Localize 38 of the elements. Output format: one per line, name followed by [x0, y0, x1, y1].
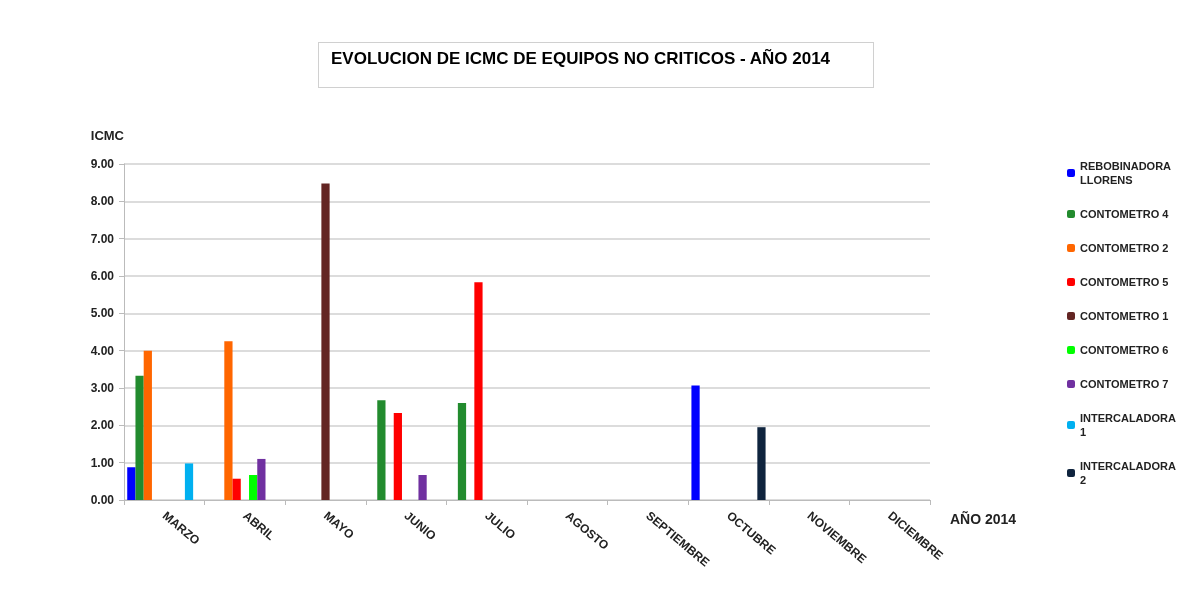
legend-label: INTERCALADORA 2: [1080, 460, 1179, 486]
y-tick-label: 4.00: [90, 343, 115, 358]
bar: [249, 474, 258, 500]
bar: [691, 385, 700, 500]
y-tick-label: 7.00: [90, 231, 115, 246]
y-tick-label: 6.00: [90, 269, 115, 283]
bar: [135, 375, 144, 500]
y-tick-label: 9.00: [90, 157, 115, 171]
y-tick-label: 2.00: [90, 418, 115, 433]
y-tick-label: 1.00: [90, 455, 115, 470]
bar: [184, 463, 194, 500]
bar: [127, 467, 136, 500]
legend-label: REBOBINADORA LLORENS: [1080, 160, 1174, 186]
y-tick-label: 3.00: [90, 381, 115, 395]
chart-title: EVOLUCION DE ICMC DE EQUIPOS NO CRITICOS - AÑO 2014: [318, 42, 874, 88]
bar: [224, 341, 233, 500]
y-axis-title: ICMC: [90, 128, 125, 143]
bar: [418, 474, 427, 500]
bar: [457, 402, 467, 500]
bar: [393, 413, 402, 500]
y-tick-label: 0.00: [90, 493, 115, 507]
bar: [143, 350, 152, 500]
bar: [474, 282, 483, 500]
y-tick-label: 5.00: [90, 306, 115, 321]
y-tick-label: 8.00: [90, 194, 115, 209]
legend-label: CONTOMETRO 4: [1080, 208, 1170, 220]
bar: [321, 183, 330, 500]
legend-label: INTERCALADORA 1: [1080, 412, 1179, 438]
legend-label: CONTOMETRO 5: [1080, 276, 1169, 288]
legend-label: CONTOMETRO 2: [1080, 242, 1169, 254]
x-axis-title: AÑO 2014: [950, 510, 1017, 527]
legend-label: CONTOMETRO 1: [1080, 310, 1169, 322]
bar: [257, 458, 266, 500]
bar: [232, 478, 241, 500]
bar: [757, 427, 766, 500]
legend-label: CONTOMETRO 6: [1080, 344, 1169, 356]
bar: [377, 400, 386, 500]
legend-label: CONTOMETRO 7: [1080, 378, 1169, 390]
